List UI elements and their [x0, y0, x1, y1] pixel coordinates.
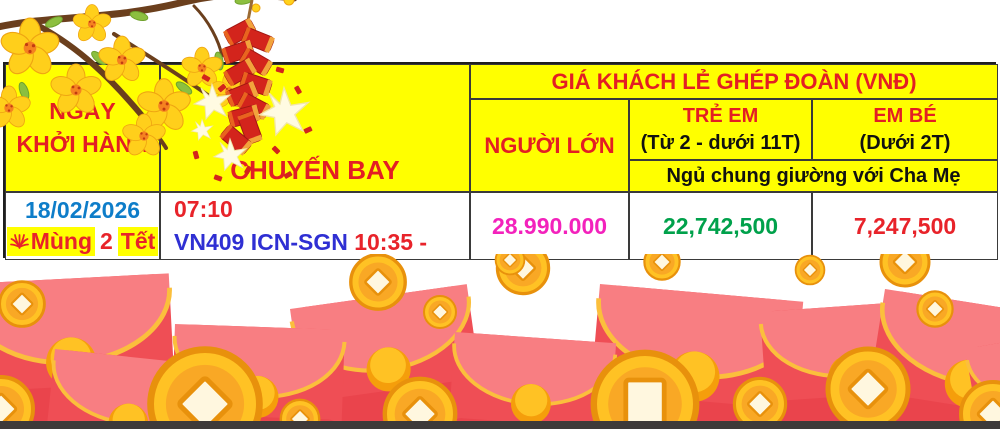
lunar-word-number: 2	[100, 227, 113, 254]
child-price-value: 22,742,500	[662, 212, 779, 239]
header-adult-label: NGƯỜI LỚN	[484, 132, 615, 158]
header-price-group: GIÁ KHÁCH LẺ GHÉP ĐOÀN (VNĐ)	[470, 64, 998, 99]
header-adult: NGƯỜI LỚN	[470, 99, 629, 192]
row-departure-cell: 18/02/2026 Mùng 2	[5, 192, 160, 260]
row-infant-price-cell: 7,247,500	[812, 192, 998, 260]
flight-line-1: VN422 SGN-PUS 00:50 - 07:10	[174, 193, 469, 225]
firework-icon	[9, 234, 29, 249]
departure-date-value: 18/02/2026	[24, 196, 141, 223]
header-flight: CHUYẾN BAY	[160, 64, 470, 192]
header-infant-age-range: (Dưới 2T)	[859, 131, 951, 154]
header-departure-line1: NGÀY	[49, 97, 116, 124]
red-envelopes-gold-coins-decoration	[0, 254, 1000, 429]
header-infant: EM BÉ (Dưới 2T)	[812, 99, 998, 160]
adult-price-value: 28.990.000	[491, 212, 608, 239]
flight-2-time: 10:35 - 13:55	[354, 229, 428, 255]
lunar-highlight-1: Mùng	[6, 226, 95, 257]
flight-1-time: 00:50 - 07:10	[174, 195, 233, 222]
header-departure-date: NGÀY KHỞI HÀNH	[5, 64, 160, 192]
header-child: TRẺ EM (Từ 2 - dưới 11T)	[629, 99, 812, 160]
header-share-bed-note: Ngủ chung giường với Cha Mẹ	[629, 160, 998, 192]
infant-price-value: 7,247,500	[853, 212, 957, 239]
header-infant-title: EM BÉ	[873, 104, 937, 127]
flight-2-code: VN409 ICN-SGN	[174, 229, 348, 255]
price-table: NGÀY KHỞI HÀNH CHUYẾN BAY GIÁ KHÁCH LẺ G…	[3, 62, 998, 260]
flight-line-2: VN409 ICN-SGN 10:35 - 13:55	[174, 227, 469, 259]
header-flight-label: CHUYẾN BAY	[230, 155, 400, 185]
header-child-age-range: (Từ 2 - dưới 11T)	[640, 131, 801, 154]
header-departure-line2: KHỞI HÀNH	[16, 131, 149, 157]
lunar-highlight-2: Tết	[117, 226, 159, 257]
bottom-floor-strip	[0, 421, 1000, 429]
lunar-word-tet: Tết	[120, 227, 156, 254]
header-price-group-label: GIÁ KHÁCH LẺ GHÉP ĐOÀN (VNĐ)	[551, 68, 917, 94]
row-child-price-cell: 22,742,500	[629, 192, 812, 260]
row-flights-cell: VN422 SGN-PUS 00:50 - 07:10 VN409 ICN-SG…	[160, 192, 470, 260]
lunar-word-mung: Mùng	[30, 227, 92, 254]
row-adult-price-cell: 28.990.000	[470, 192, 629, 260]
share-bed-note-label: Ngủ chung giường với Cha Mẹ	[666, 164, 961, 187]
header-child-title: TRẺ EM	[682, 104, 759, 127]
lunar-date-line: Mùng 2 Tết	[6, 226, 159, 257]
